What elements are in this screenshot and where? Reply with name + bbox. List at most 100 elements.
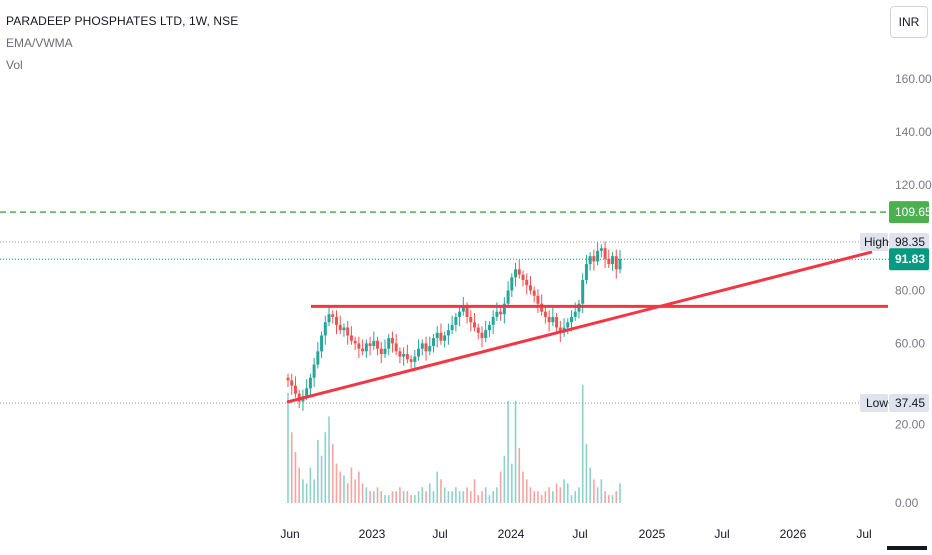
low-price-label-bg [889, 394, 929, 412]
volume-bar [615, 491, 618, 503]
candle-body [443, 335, 447, 341]
volume-layer [287, 385, 621, 503]
high-price-label: 98.35 [895, 235, 925, 249]
volume-bar [436, 471, 439, 503]
currency-button[interactable]: INR [890, 6, 928, 38]
candle-body [495, 311, 499, 317]
candle-body [312, 364, 316, 378]
candle-body [431, 338, 435, 347]
candle-body [446, 330, 450, 336]
volume-bar [525, 479, 528, 503]
volume-bar [540, 495, 543, 503]
candle-body [603, 248, 607, 259]
target-price-label: 109.65 [895, 205, 932, 219]
volume-bar [455, 487, 457, 503]
candle-body [514, 269, 518, 278]
volume-bar [529, 487, 532, 503]
volume-bar [335, 463, 338, 503]
volume-bar [514, 400, 517, 503]
volume-bar [484, 487, 487, 503]
candle-body [286, 377, 290, 381]
candle-body [405, 353, 409, 360]
candle-body [528, 285, 532, 291]
candle-body [454, 316, 458, 325]
candle-body [473, 322, 477, 328]
scroll-handle[interactable] [887, 546, 927, 550]
candle-body [596, 250, 600, 262]
volume-bar [447, 491, 450, 503]
volume-bar [619, 483, 621, 503]
trendline[interactable] [286, 250, 873, 404]
price-tick: 160.00 [895, 72, 932, 86]
candle-body [458, 311, 462, 317]
indicator-label[interactable]: EMA/VWMA [6, 36, 73, 50]
price-axis[interactable]: 160.00 140.00 120.00 80.00 60.00 20.00 0.00 [895, 72, 932, 510]
volume-bar [548, 487, 550, 503]
candle-body [618, 259, 622, 270]
candle-body [592, 256, 596, 262]
volume-bar [611, 495, 614, 503]
candle-body [383, 348, 387, 354]
volume-bar [410, 495, 412, 503]
candle-body [491, 316, 495, 325]
volume-bar [488, 495, 491, 503]
candle-body [323, 322, 327, 336]
candle-body [551, 316, 555, 323]
candle-body [461, 306, 465, 312]
time-tick: 2023 [359, 527, 386, 541]
volume-bar [369, 491, 371, 503]
candle-body [525, 279, 529, 286]
low-tag: Low [866, 396, 888, 410]
volume-bar [596, 487, 599, 503]
candle-body [588, 256, 592, 265]
volume-bar [432, 491, 435, 503]
drawing-layer[interactable] [0, 211, 889, 404]
high-tag: High [864, 235, 889, 249]
candle-body [368, 343, 372, 347]
volume-bar [328, 416, 330, 503]
candle-body [334, 316, 338, 325]
volume-bar [354, 479, 356, 503]
volume-bar [469, 491, 472, 503]
time-tick: 2026 [780, 527, 807, 541]
volume-bar [365, 487, 368, 503]
time-tick: Jul [572, 527, 587, 541]
volume-bar [358, 471, 360, 503]
candle-body [536, 295, 540, 304]
symbol-title[interactable]: PARADEEP PHOSPHATES LTD, 1W, NSE [6, 14, 239, 28]
volume-bar [387, 495, 390, 503]
volume-bar [600, 479, 603, 503]
price-labels: 109.65 High 98.35 91.83 Low 37.45 [860, 201, 932, 412]
candle-body [469, 316, 473, 323]
volume-bar [522, 471, 524, 503]
candle-body [376, 340, 380, 349]
price-tick: 60.00 [895, 336, 925, 350]
candle-body [570, 316, 574, 323]
candle-body [342, 327, 346, 331]
volume-bar [604, 491, 606, 503]
volume-bar [570, 495, 573, 503]
volume-bar [473, 479, 476, 503]
volume-bar [496, 487, 498, 503]
chart-legend: PARADEEP PHOSPHATES LTD, 1W, NSE EMA/VWM… [6, 10, 238, 76]
volume-bar [566, 483, 569, 503]
time-axis[interactable]: Jun 2023 Jul 2024 Jul 2025 Jul 2026 Jul [280, 527, 871, 541]
volume-label[interactable]: Vol [6, 58, 23, 72]
candle-body [390, 338, 394, 344]
candle-body [521, 274, 525, 280]
volume-bar [581, 385, 584, 503]
high-price-label-bg [889, 233, 929, 251]
volume-bar [589, 467, 591, 503]
candle-body [379, 348, 383, 354]
candle-body [506, 290, 510, 304]
candle-body [566, 322, 570, 328]
volume-bar [402, 491, 405, 503]
candle-body [435, 332, 439, 339]
candle-body [353, 340, 357, 344]
volume-bar [346, 483, 349, 503]
candle-body [331, 314, 335, 317]
time-tick: Jul [432, 527, 447, 541]
volume-bar [563, 479, 565, 503]
